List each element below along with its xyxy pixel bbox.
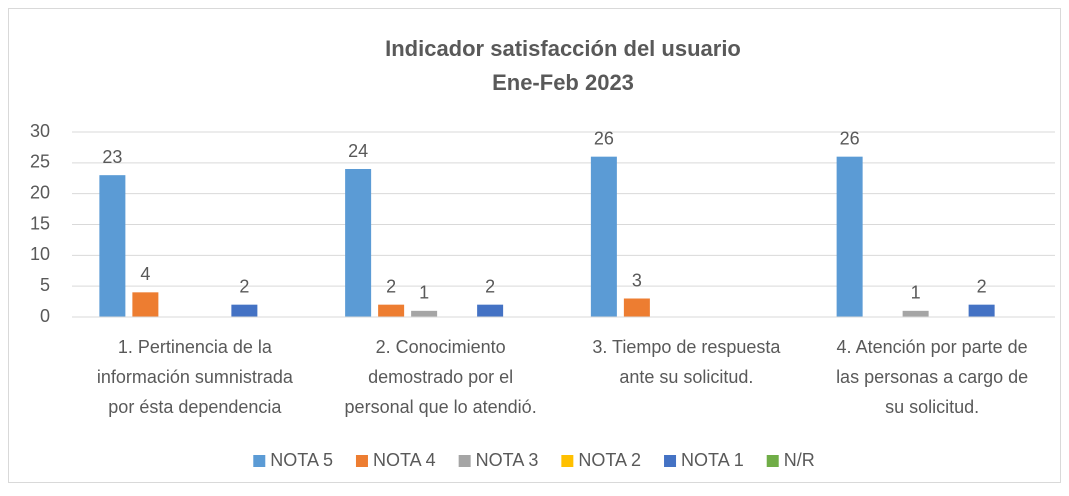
bar (411, 310, 438, 317)
x-tick-label: 2. Conocimiento demostrado por el personal… (345, 337, 537, 417)
legend-label: NOTA 3 (476, 450, 539, 470)
chart-title: Indicador satisfacción del usuario (385, 36, 741, 61)
legend-label: NOTA 4 (373, 450, 436, 470)
x-tick-label-line: 3. Tiempo de respuesta (592, 337, 781, 357)
bar (378, 304, 405, 317)
data-label: 1 (911, 283, 921, 303)
bar (836, 156, 863, 317)
data-label: 23 (102, 147, 122, 167)
x-tick-label-line: su solicitud. (885, 397, 979, 417)
legend-swatch (664, 455, 677, 467)
bar (231, 304, 258, 317)
x-tick-label-line: ante su solicitud. (619, 367, 753, 387)
data-label: 2 (485, 276, 495, 296)
y-tick-label: 25 (30, 152, 50, 172)
data-label: 1 (419, 283, 429, 303)
legend: NOTA 5 NOTA 4 NOTA 3 NOTA 2 NOTA 1 N/R (253, 450, 815, 470)
bar (590, 156, 617, 317)
bar (345, 169, 372, 317)
data-label: 2 (386, 276, 396, 296)
legend-swatch (253, 455, 266, 467)
data-label: 2 (239, 276, 249, 296)
legend-label: N/R (784, 450, 815, 470)
x-tick-label-line: 1. Pertinencia de la (118, 337, 273, 357)
data-label: 2 (977, 276, 987, 296)
data-label: 24 (348, 141, 368, 161)
x-tick-label: 3. Tiempo de respuesta ante su solicitud. (592, 337, 781, 387)
y-tick-label: 5 (40, 275, 50, 295)
y-tick-label: 10 (30, 244, 50, 264)
legend-label: NOTA 5 (270, 450, 333, 470)
y-tick-label: 20 (30, 182, 50, 202)
bar (902, 310, 929, 317)
legend-swatch (458, 455, 471, 467)
x-tick-label-line: las personas a cargo de (836, 367, 1028, 387)
y-tick-label: 30 (30, 121, 50, 141)
bar (623, 298, 650, 317)
x-tick-label-line: 4. Atención por parte de (837, 337, 1028, 357)
bar (132, 292, 159, 317)
legend-label: NOTA 1 (681, 450, 744, 470)
legend-swatch (355, 455, 368, 467)
y-tick-label: 15 (30, 213, 50, 233)
x-tick-label: 4. Atención por parte de las personas a c… (836, 337, 1028, 417)
bar (477, 304, 504, 317)
x-tick-label-line: 2. Conocimiento (376, 337, 506, 357)
legend-swatch (561, 455, 574, 467)
x-tick-label: 1. Pertinencia de la información sumnistr… (97, 337, 294, 417)
data-label: 26 (840, 128, 860, 148)
y-tick-label: 0 (40, 306, 50, 326)
chart-frame (8, 8, 1061, 483)
data-label: 26 (594, 128, 614, 148)
chart-subtitle: Ene-Feb 2023 (492, 70, 634, 95)
x-tick-label-line: demostrado por el (368, 367, 513, 387)
legend-label: NOTA 2 (578, 450, 641, 470)
x-tick-label-line: personal que lo atendió. (345, 397, 537, 417)
bar (968, 304, 995, 317)
data-label: 3 (632, 270, 642, 290)
bar (99, 175, 126, 317)
x-tick-label-line: información sumnistrada (97, 367, 294, 387)
data-label: 4 (140, 264, 150, 284)
legend-swatch (766, 455, 779, 467)
x-tick-label-line: por ésta dependencia (108, 397, 282, 417)
